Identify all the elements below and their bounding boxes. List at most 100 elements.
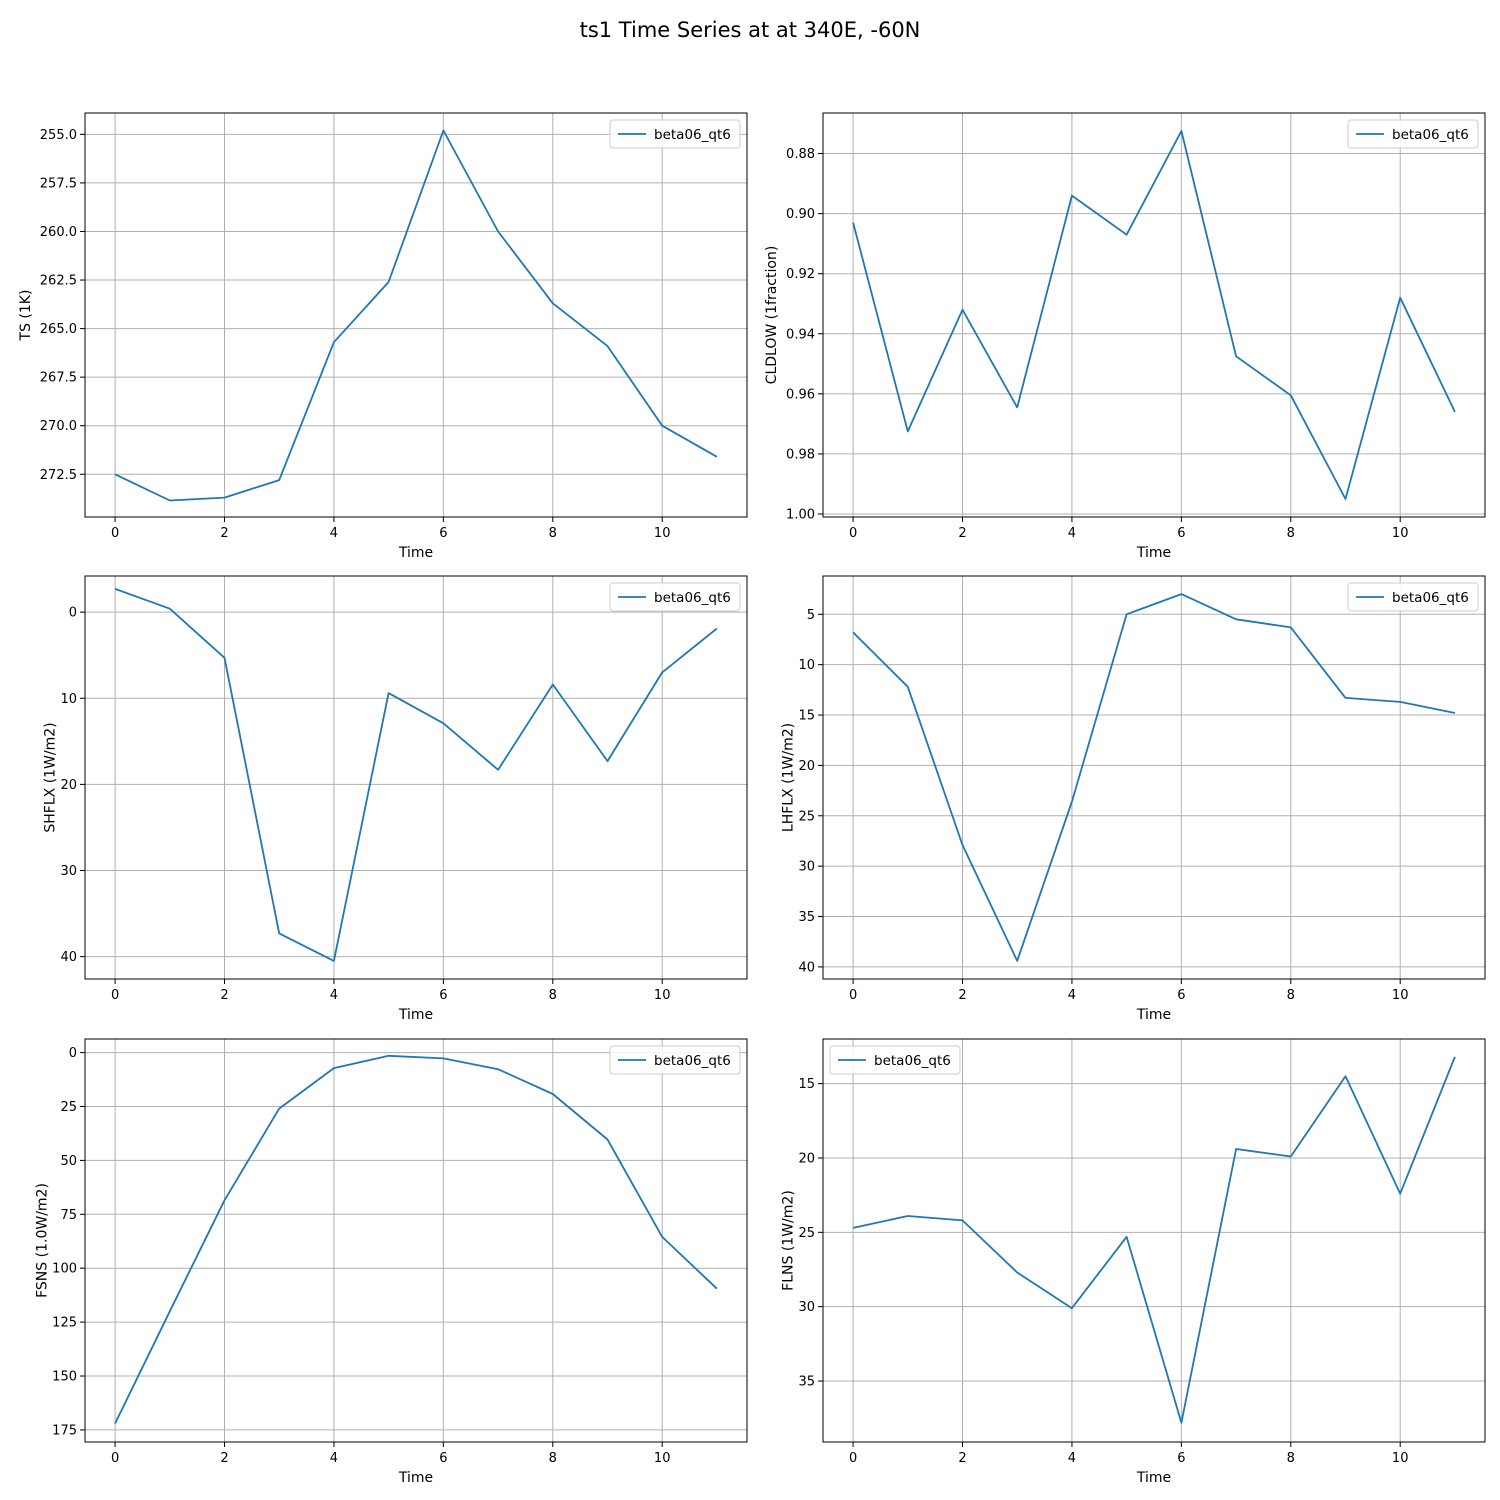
- y-tick-label: 150: [52, 1370, 77, 1385]
- legend: beta06_qt6: [1347, 119, 1479, 149]
- x-tick-label: 6: [439, 1451, 447, 1466]
- chart-panel: 0 2 4 6 8 10 0.88 0.90 0.92 0.94 0.96 0.98 1.00 Time C…: [764, 112, 1486, 561]
- x-tick-label: 2: [220, 988, 228, 1003]
- y-tick-label: 25: [798, 809, 815, 824]
- x-axis-label: Time: [1136, 545, 1171, 561]
- y-tick-label: 20: [60, 778, 77, 793]
- x-tick-label: 8: [549, 988, 557, 1003]
- x-tick-label: 4: [1068, 1451, 1076, 1466]
- y-tick-label: 40: [798, 960, 815, 975]
- y-tick-label: 257.5: [40, 176, 77, 191]
- chart-panel: 0 2 4 6 8 10 15 20 25 30 35 Time FLNS (1W/m2) beta06_…: [781, 1038, 1486, 1486]
- series-line: [114, 129, 718, 502]
- x-axis-label: Time: [1136, 1470, 1171, 1486]
- x-tick-label: 2: [958, 988, 966, 1003]
- x-tick-label: 4: [330, 988, 338, 1003]
- legend: beta06_qt6: [1347, 582, 1479, 612]
- x-tick-label: 0: [849, 526, 857, 541]
- y-tick-label: 30: [798, 860, 815, 875]
- axes-frame: [84, 1038, 748, 1443]
- legend: beta06_qt6: [609, 119, 741, 149]
- y-tick-label: 0: [69, 1046, 77, 1061]
- x-tick-label: 0: [111, 1451, 119, 1466]
- y-tick-label: 0.90: [786, 207, 815, 222]
- x-tick-label: 6: [1177, 988, 1185, 1003]
- x-tick-label: 4: [330, 1451, 338, 1466]
- y-axis-label: SHFLX (1W/m2): [43, 722, 59, 832]
- legend: beta06_qt6: [609, 1045, 741, 1075]
- x-tick-label: 6: [1177, 1451, 1185, 1466]
- y-tick-label: 0.96: [786, 387, 815, 402]
- x-tick-label: 6: [439, 526, 447, 541]
- legend-label: beta06_qt6: [654, 1053, 731, 1069]
- legend: beta06_qt6: [609, 582, 741, 612]
- y-tick-label: 0: [69, 606, 77, 621]
- x-tick-label: 0: [849, 988, 857, 1003]
- y-tick-label: 15: [798, 709, 815, 724]
- legend-box: [609, 582, 741, 612]
- series-line: [852, 130, 1456, 500]
- y-axis-label: FSNS (1.0W/m2): [34, 1183, 50, 1298]
- chart-panel: 0 2 4 6 8 10 0 10 20 30 40 Time SHFLX (1W/m2) beta06_…: [43, 575, 748, 1023]
- x-tick-label: 6: [439, 988, 447, 1003]
- y-tick-label: 15: [798, 1077, 815, 1092]
- axes-frame: [84, 112, 748, 518]
- x-tick-label: 2: [220, 1451, 228, 1466]
- legend: beta06_qt6: [829, 1045, 961, 1075]
- x-tick-label: 6: [1177, 526, 1185, 541]
- legend-label: beta06_qt6: [654, 127, 731, 143]
- y-tick-label: 10: [798, 658, 815, 673]
- chart-panel: 0 2 4 6 8 10 255.0 257.5 260.0 262.5 265.0 267.5 270…: [18, 112, 748, 561]
- y-tick-label: 255.0: [40, 128, 77, 143]
- x-axis-label: Time: [1136, 1007, 1171, 1023]
- y-tick-label: 1.00: [786, 507, 815, 522]
- series-line: [852, 1056, 1456, 1424]
- y-tick-label: 50: [60, 1154, 77, 1169]
- y-tick-label: 262.5: [40, 274, 77, 289]
- y-tick-label: 272.5: [40, 468, 77, 483]
- x-axis-label: Time: [398, 1470, 433, 1486]
- x-tick-label: 4: [1068, 988, 1076, 1003]
- legend-box: [609, 1045, 741, 1075]
- y-tick-label: 25: [60, 1100, 77, 1115]
- y-tick-label: 0.98: [786, 447, 815, 462]
- axes-frame: [822, 112, 1486, 518]
- x-tick-label: 10: [1392, 1451, 1409, 1466]
- legend-box: [1347, 119, 1479, 149]
- x-tick-label: 2: [958, 526, 966, 541]
- x-tick-label: 10: [654, 988, 671, 1003]
- legend-label: beta06_qt6: [874, 1053, 951, 1069]
- x-tick-label: 8: [1287, 988, 1295, 1003]
- x-tick-label: 0: [111, 988, 119, 1003]
- y-tick-label: 10: [60, 692, 77, 707]
- x-tick-label: 10: [1392, 988, 1409, 1003]
- y-tick-label: 30: [798, 1300, 815, 1315]
- y-axis-label: LHFLX (1W/m2): [781, 723, 797, 832]
- series-line: [114, 1054, 718, 1424]
- y-tick-label: 5: [807, 608, 815, 623]
- x-tick-label: 8: [549, 526, 557, 541]
- series-line: [114, 588, 718, 962]
- chart-panel: 0 2 4 6 8 10 5 10 15 20 25 30 35 40 Time LHFLX (1W/m2) b…: [781, 575, 1486, 1023]
- x-tick-label: 2: [220, 526, 228, 541]
- x-tick-label: 4: [330, 526, 338, 541]
- legend-label: beta06_qt6: [654, 590, 731, 606]
- axes-frame: [822, 575, 1486, 980]
- x-tick-label: 0: [111, 526, 119, 541]
- y-tick-label: 20: [798, 759, 815, 774]
- legend-box: [1347, 582, 1479, 612]
- x-tick-label: 4: [1068, 526, 1076, 541]
- y-tick-label: 20: [798, 1151, 815, 1166]
- x-tick-label: 2: [958, 1451, 966, 1466]
- y-axis-label: FLNS (1W/m2): [781, 1190, 797, 1291]
- x-tick-label: 10: [654, 1451, 671, 1466]
- x-tick-label: 8: [549, 1451, 557, 1466]
- legend-box: [829, 1045, 961, 1075]
- y-tick-label: 175: [52, 1423, 77, 1438]
- y-tick-label: 260.0: [40, 225, 77, 240]
- y-tick-label: 0.92: [786, 267, 815, 282]
- y-tick-label: 35: [798, 910, 815, 925]
- legend-label: beta06_qt6: [1392, 590, 1469, 606]
